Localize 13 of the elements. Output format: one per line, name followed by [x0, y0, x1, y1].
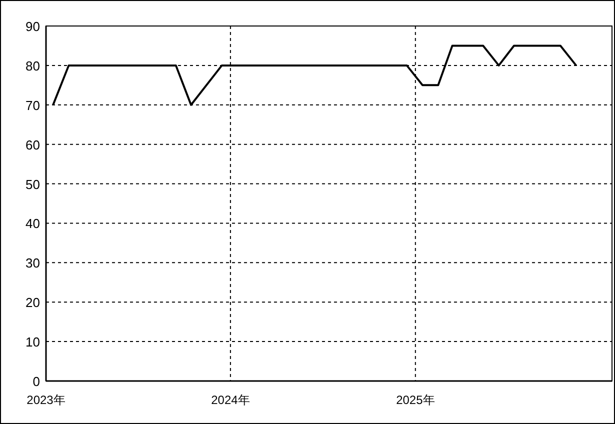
y-tick-label: 0	[32, 374, 40, 389]
y-tick-label: 50	[26, 176, 40, 192]
y-tick-label: 80	[26, 58, 40, 74]
y-tick-label: 70	[26, 98, 40, 113]
y-tick-label: 40	[26, 216, 40, 232]
y-tick-label: 60	[26, 137, 40, 152]
y-tick-label: 30	[26, 256, 40, 271]
x-tick-label: 2024年	[211, 393, 250, 407]
y-tick-label: 20	[26, 295, 40, 310]
x-tick-label: 2023年	[26, 393, 66, 407]
x-tick-label: 2025年	[396, 393, 435, 407]
y-tick-label: 10	[26, 334, 40, 350]
y-tick-label: 90	[26, 19, 40, 34]
